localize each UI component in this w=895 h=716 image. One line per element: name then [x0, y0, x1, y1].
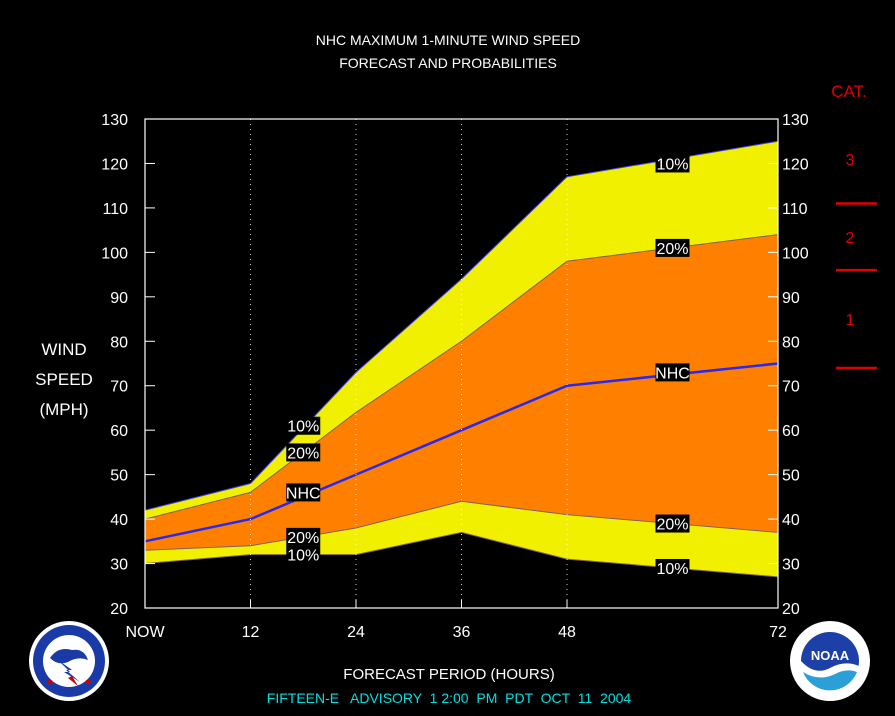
- series-label: 20%: [287, 445, 319, 462]
- y-tick-label-right: 80: [782, 334, 800, 351]
- series-label-box: [655, 514, 690, 533]
- series-label-box: [286, 443, 321, 462]
- chart-subtitle: FORECAST AND PROBABILITIES: [339, 55, 557, 71]
- y-tick-label-left: 70: [110, 379, 128, 396]
- nws-seal-icon: [29, 621, 109, 701]
- y-tick-label-right: 120: [782, 156, 809, 173]
- y-axis-label-line-1: WIND: [41, 340, 86, 359]
- y-tick-label-left: 110: [102, 201, 128, 218]
- series-line-lower-20: [144, 500, 779, 551]
- series-label-box: [286, 416, 321, 435]
- series-label: NHC: [286, 485, 321, 502]
- series-label-box: [655, 558, 690, 577]
- y-tick-label-left: 30: [110, 557, 128, 574]
- category-label: 2: [846, 230, 855, 247]
- y-tick-label-right: 90: [782, 290, 800, 307]
- series-label-box: [286, 545, 321, 564]
- y-tick-label-left: 120: [101, 156, 128, 173]
- y-tick-label-right: 50: [782, 468, 800, 485]
- y-axis-label-line-2: SPEED: [35, 370, 93, 389]
- x-tick-label: 12: [242, 624, 260, 641]
- y-tick-label-left: 40: [110, 512, 128, 529]
- series-label: 10%: [287, 548, 319, 565]
- x-tick-label: 72: [769, 624, 787, 641]
- y-tick-label-right: 110: [782, 201, 808, 218]
- x-axis-label: FORECAST PERIOD (HOURS): [343, 666, 554, 683]
- y-tick-label-right: 40: [782, 512, 800, 529]
- y-tick-label-right: 20: [782, 601, 800, 618]
- series-label-box: [286, 483, 321, 502]
- series-line-nhc: [144, 362, 779, 543]
- series-line-upper-20: [144, 234, 779, 520]
- band-20-percent: [145, 234, 778, 551]
- x-tick-label: 24: [347, 624, 365, 641]
- y-tick-label-left: 130: [101, 112, 128, 129]
- category-scale-title: CAT.: [831, 82, 867, 101]
- series-label-box: [655, 238, 690, 257]
- y-tick-label-left: 50: [110, 468, 128, 485]
- y-tick-label-right: 30: [782, 557, 800, 574]
- y-tick-label-right: 70: [782, 379, 800, 396]
- y-tick-label-right: 100: [782, 245, 809, 262]
- series-label: 10%: [287, 419, 319, 436]
- series-label-box: [286, 527, 321, 546]
- series-label: 20%: [656, 517, 688, 534]
- x-tick-label: 48: [558, 624, 576, 641]
- svg-text:NOAA: NOAA: [811, 648, 850, 663]
- y-tick-label-left: 100: [101, 245, 128, 262]
- series-label: 10%: [656, 156, 688, 173]
- y-tick-label-left: 60: [110, 423, 128, 440]
- series-line-lower-10: [144, 531, 779, 578]
- series-label: 20%: [287, 530, 319, 547]
- series-label: 10%: [656, 561, 688, 578]
- y-tick-label-left: 80: [110, 334, 128, 351]
- y-tick-label-left: 90: [110, 290, 128, 307]
- series-label-box: [655, 154, 690, 173]
- y-tick-label-right: 60: [782, 423, 800, 440]
- category-label: 1: [846, 312, 855, 329]
- series-label: NHC: [655, 365, 690, 382]
- series-label: 20%: [656, 241, 688, 258]
- noaa-seal-icon: NOAA: [790, 621, 870, 701]
- chart-title: NHC MAXIMUM 1-MINUTE WIND SPEED: [316, 32, 580, 48]
- y-tick-label-right: 130: [782, 112, 809, 129]
- x-tick-label: NOW: [125, 624, 165, 641]
- y-tick-label-left: 20: [110, 601, 128, 618]
- x-tick-label: 36: [453, 624, 471, 641]
- category-label: 3: [846, 152, 855, 169]
- series-line-upper-10: [144, 140, 779, 511]
- series-label-box: [655, 363, 690, 382]
- advisory-text: FIFTEEN-E ADVISORY 1 2:00 PM PDT OCT 11 …: [267, 690, 632, 706]
- y-axis-label-line-3: (MPH): [39, 400, 88, 419]
